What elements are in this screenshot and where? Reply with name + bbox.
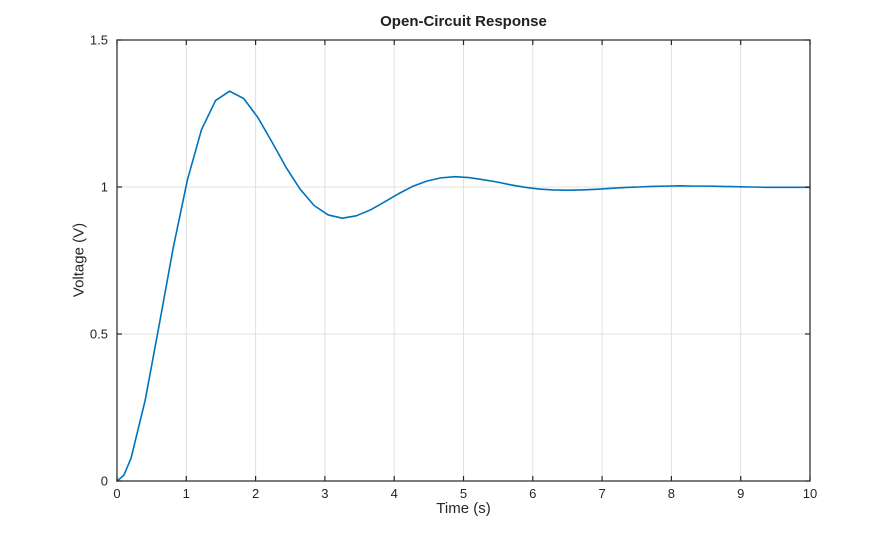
- y-tick-label: 0: [101, 474, 108, 489]
- x-tick-label: 4: [391, 486, 398, 501]
- y-tick-label: 1: [101, 180, 108, 195]
- y-tick-label: 1.5: [90, 33, 108, 48]
- x-tick-label: 6: [529, 486, 536, 501]
- x-tick-label: 7: [598, 486, 605, 501]
- x-tick-label: 0: [113, 486, 120, 501]
- x-tick-label: 8: [668, 486, 675, 501]
- x-tick-label: 1: [183, 486, 190, 501]
- x-tick-label: 10: [803, 486, 817, 501]
- chart-title: Open-Circuit Response: [380, 13, 547, 30]
- x-tick-label: 9: [737, 486, 744, 501]
- x-axis-label: Time (s): [436, 500, 491, 517]
- x-tick-label: 2: [252, 486, 259, 501]
- x-tick-label: 3: [321, 486, 328, 501]
- x-tick-label: 5: [460, 486, 467, 501]
- response-curve: [116, 90, 811, 482]
- y-tick-label: 0.5: [90, 327, 108, 342]
